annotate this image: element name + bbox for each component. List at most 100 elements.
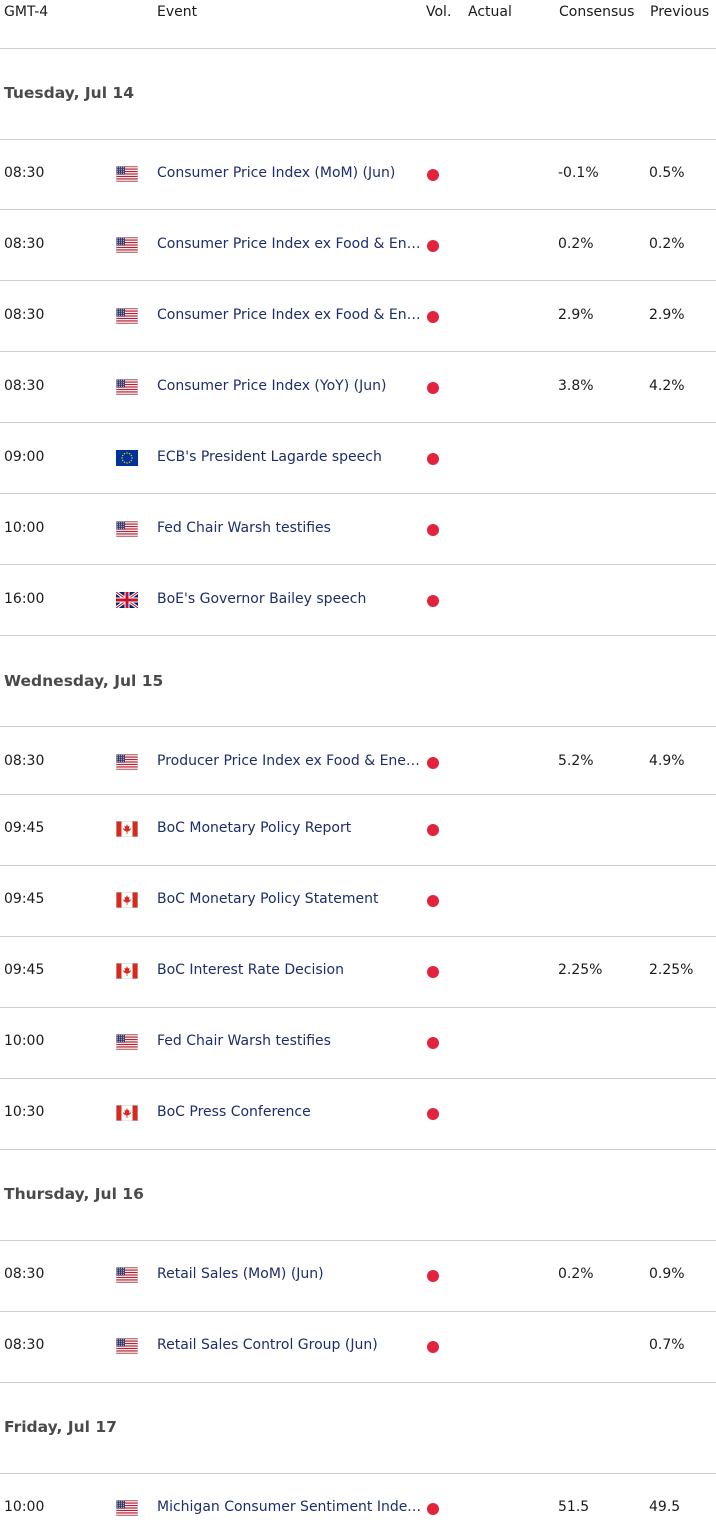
- event-name-link[interactable]: BoC Monetary Policy Report: [157, 820, 352, 836]
- event-row[interactable]: 09:45 BoC Monetary Policy Statement: [0, 891, 716, 911]
- consensus-value: 2.25%: [558, 962, 603, 978]
- us-flag-icon: [116, 1500, 138, 1516]
- ca-flag-icon: [116, 821, 138, 837]
- high-volatility-dot: [427, 1503, 439, 1515]
- eu-flag-icon: [116, 450, 138, 466]
- event-time: 10:00: [4, 520, 45, 536]
- event-name-link[interactable]: Fed Chair Warsh testifies: [157, 520, 331, 536]
- us-flag-icon: [116, 237, 138, 253]
- high-volatility-dot: [427, 757, 439, 769]
- event-name-link[interactable]: Fed Chair Warsh testifies: [157, 1033, 331, 1049]
- high-volatility-dot: [427, 895, 439, 907]
- event-time: 08:30: [4, 378, 45, 394]
- high-volatility-dot: [427, 240, 439, 252]
- divider: [0, 865, 716, 866]
- day-heading: Wednesday, Jul 15: [4, 672, 164, 690]
- previous-value: 0.9%: [649, 1266, 685, 1282]
- divider: [0, 280, 716, 281]
- high-volatility-dot: [427, 966, 439, 978]
- event-row[interactable]: 10:00 Fed Chair Warsh testifies: [0, 520, 716, 540]
- event-time: 10:30: [4, 1104, 45, 1120]
- event-row[interactable]: 09:45 BoC Monetary Policy Report: [0, 820, 716, 840]
- high-volatility-dot: [427, 1270, 439, 1282]
- event-row[interactable]: 08:30 Retail Sales Control Group (Jun) 0…: [0, 1337, 716, 1357]
- previous-value: 2.25%: [649, 962, 694, 978]
- event-time: 09:45: [4, 820, 45, 836]
- high-volatility-dot: [427, 382, 439, 394]
- event-row[interactable]: 10:00 Fed Chair Warsh testifies: [0, 1033, 716, 1053]
- divider: [0, 1382, 716, 1383]
- day-heading: Thursday, Jul 16: [4, 1185, 144, 1203]
- actual-column-header: Actual: [468, 4, 512, 20]
- event-time: 09:45: [4, 962, 45, 978]
- divider: [0, 936, 716, 937]
- us-flag-icon: [116, 1338, 138, 1354]
- high-volatility-dot: [427, 169, 439, 181]
- event-row[interactable]: 09:00 ECB's President Lagarde speech: [0, 449, 716, 469]
- high-volatility-dot: [427, 311, 439, 323]
- event-name-link[interactable]: Retail Sales (MoM) (Jun): [157, 1266, 324, 1282]
- event-row[interactable]: 08:30 Consumer Price Index (MoM) (Jun) -…: [0, 165, 716, 185]
- event-name-link[interactable]: Consumer Price Index (MoM) (Jun): [157, 165, 396, 181]
- previous-value: 2.9%: [649, 307, 685, 323]
- previous-value: 4.2%: [649, 378, 685, 394]
- event-name-link[interactable]: BoC Interest Rate Decision: [157, 962, 344, 978]
- ca-flag-icon: [116, 892, 138, 908]
- us-flag-icon: [116, 166, 138, 182]
- event-time: 10:00: [4, 1033, 45, 1049]
- previous-column-header: Previous: [650, 4, 710, 20]
- ca-flag-icon: [116, 963, 138, 979]
- event-row[interactable]: 08:30 Producer Price Index ex Food & Ene…: [0, 753, 716, 773]
- event-name-link[interactable]: BoC Press Conference: [157, 1104, 311, 1120]
- event-name-link[interactable]: Consumer Price Index ex Food & Energy (Y…: [157, 307, 422, 323]
- header-divider: [0, 48, 716, 49]
- us-flag-icon: [116, 379, 138, 395]
- uk-flag-icon: [116, 592, 138, 608]
- consensus-column-header: Consensus: [559, 4, 635, 20]
- divider: [0, 1311, 716, 1312]
- event-time: 09:00: [4, 449, 45, 465]
- event-row[interactable]: 08:30 Consumer Price Index ex Food & Ene…: [0, 236, 716, 256]
- event-time: 08:30: [4, 236, 45, 252]
- event-name-link[interactable]: Consumer Price Index ex Food & Energy (M…: [157, 236, 422, 252]
- previous-value: 0.2%: [649, 236, 685, 252]
- previous-value: 4.9%: [649, 753, 685, 769]
- event-name-link[interactable]: BoE's Governor Bailey speech: [157, 591, 367, 607]
- divider: [0, 1473, 716, 1474]
- day-heading: Tuesday, Jul 14: [4, 84, 134, 102]
- event-name-link[interactable]: Retail Sales Control Group (Jun): [157, 1337, 378, 1353]
- event-row[interactable]: 08:30 Consumer Price Index ex Food & Ene…: [0, 307, 716, 327]
- event-time: 08:30: [4, 1266, 45, 1282]
- volatility-column-header: Vol.: [426, 4, 452, 20]
- consensus-value: 5.2%: [558, 753, 594, 769]
- divider: [0, 1240, 716, 1241]
- high-volatility-dot: [427, 595, 439, 607]
- event-column-header: Event: [157, 4, 198, 20]
- event-row[interactable]: 09:45 BoC Interest Rate Decision 2.25% 2…: [0, 962, 716, 982]
- divider: [0, 209, 716, 210]
- event-name-link[interactable]: Producer Price Index ex Food & Energy (Y…: [157, 753, 422, 769]
- event-name-link[interactable]: BoC Monetary Policy Statement: [157, 891, 379, 907]
- us-flag-icon: [116, 308, 138, 324]
- event-row[interactable]: 08:30 Retail Sales (MoM) (Jun) 0.2% 0.9%: [0, 1266, 716, 1286]
- divider: [0, 139, 716, 140]
- event-row[interactable]: 10:00 Michigan Consumer Sentiment Index …: [0, 1499, 716, 1519]
- event-row[interactable]: 10:30 BoC Press Conference: [0, 1104, 716, 1124]
- event-time: 16:00: [4, 591, 45, 607]
- high-volatility-dot: [427, 524, 439, 536]
- us-flag-icon: [116, 1267, 138, 1283]
- consensus-value: 51.5: [558, 1499, 590, 1515]
- event-name-link[interactable]: Consumer Price Index (YoY) (Jun): [157, 378, 387, 394]
- us-flag-icon: [116, 521, 138, 537]
- event-name-link[interactable]: ECB's President Lagarde speech: [157, 449, 382, 465]
- event-name-link[interactable]: Michigan Consumer Sentiment Index (Prel): [157, 1499, 422, 1515]
- divider: [0, 794, 716, 795]
- high-volatility-dot: [427, 1108, 439, 1120]
- divider: [0, 564, 716, 565]
- event-row[interactable]: 08:30 Consumer Price Index (YoY) (Jun) 3…: [0, 378, 716, 398]
- event-time: 08:30: [4, 753, 45, 769]
- event-time: 08:30: [4, 307, 45, 323]
- consensus-value: 0.2%: [558, 1266, 594, 1282]
- previous-value: 0.5%: [649, 165, 685, 181]
- event-row[interactable]: 16:00 BoE's Governor Bailey speech: [0, 591, 716, 611]
